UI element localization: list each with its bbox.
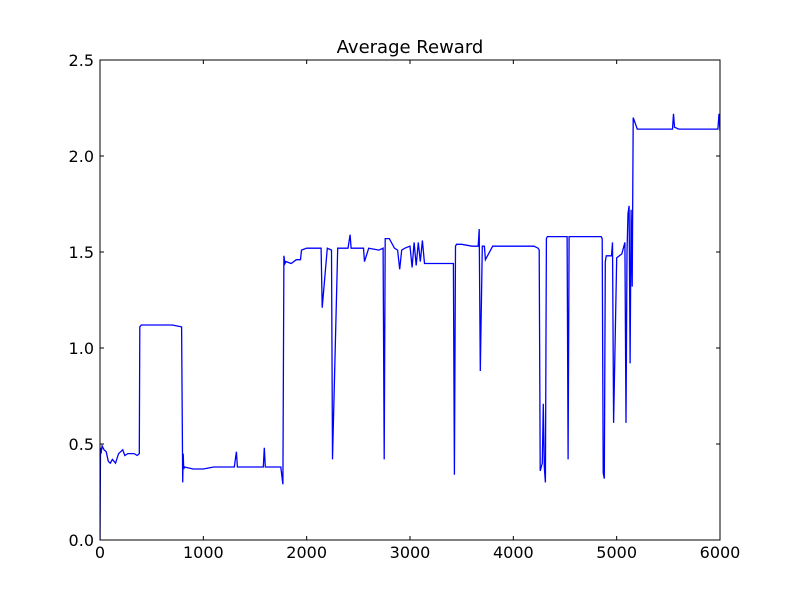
x-axis: 0 1000 2000 3000 4000 5000 6000 bbox=[95, 60, 740, 562]
y-axis: 0.0 0.5 1.0 1.5 2.0 2.5 bbox=[69, 51, 720, 550]
x-tick-label: 3000 bbox=[390, 543, 431, 562]
x-tick-label: 0 bbox=[95, 543, 105, 562]
x-tick-label: 1000 bbox=[183, 543, 224, 562]
x-tick-label: 5000 bbox=[596, 543, 637, 562]
y-tick-label: 0.5 bbox=[69, 435, 94, 454]
x-tick-label: 4000 bbox=[493, 543, 534, 562]
x-tick-label: 6000 bbox=[700, 543, 741, 562]
y-tick-label: 2.0 bbox=[69, 147, 94, 166]
y-tick-label: 1.0 bbox=[69, 339, 94, 358]
average-reward-series bbox=[100, 113, 720, 540]
y-tick-label: 2.5 bbox=[69, 51, 94, 70]
x-tick-label: 2000 bbox=[286, 543, 327, 562]
y-tick-label: 1.5 bbox=[69, 243, 94, 262]
y-tick-label: 0.0 bbox=[69, 531, 94, 550]
chart-title: Average Reward bbox=[337, 37, 484, 58]
